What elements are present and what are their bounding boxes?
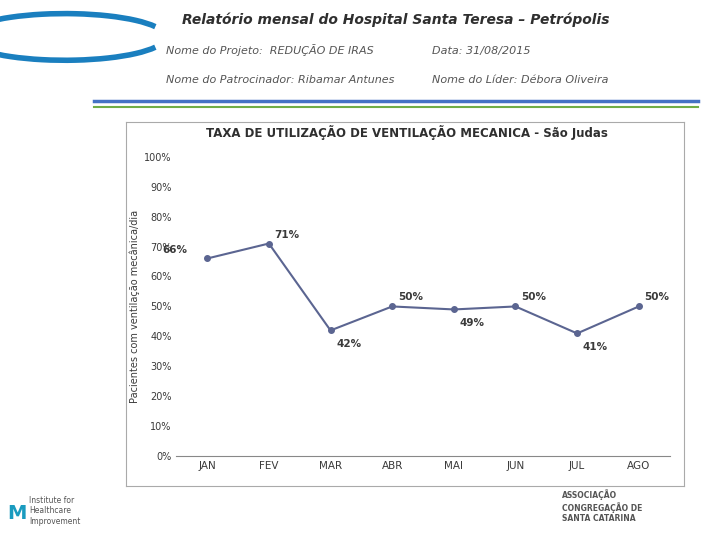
Text: Nome do Líder: Débora Oliveira: Nome do Líder: Débora Oliveira (432, 75, 608, 85)
Text: 50%: 50% (521, 292, 546, 301)
Text: Relatório mensal do Hospital Santa Teresa – Petrópolis: Relatório mensal do Hospital Santa Teres… (182, 12, 610, 26)
Y-axis label: Pacientes com ventilação mecânica/dia: Pacientes com ventilação mecânica/dia (130, 210, 140, 403)
Text: 71%: 71% (274, 230, 300, 240)
Text: M: M (7, 504, 27, 523)
Text: 42%: 42% (336, 339, 361, 349)
Text: 49%: 49% (459, 318, 485, 328)
Text: Institute for
Healthcare
Improvement: Institute for Healthcare Improvement (29, 496, 80, 526)
Text: 50%: 50% (644, 292, 670, 301)
Text: 50%: 50% (397, 292, 423, 301)
Text: Nome do Projeto:  REDUÇÃO DE IRAS: Nome do Projeto: REDUÇÃO DE IRAS (166, 45, 374, 57)
Text: TAXA DE UTILIZAÇÃO DE VENTILAÇÃO MECANICA - São Judas: TAXA DE UTILIZAÇÃO DE VENTILAÇÃO MECANIC… (206, 125, 608, 140)
Text: Nome do Patrocinador: Ribamar Antunes: Nome do Patrocinador: Ribamar Antunes (166, 75, 394, 85)
Text: Data: 31/08/2015: Data: 31/08/2015 (432, 45, 531, 56)
Text: 66%: 66% (163, 245, 188, 255)
Text: ASSOCIAÇÃO
CONGREGAÇÃO DE
SANTA CATARINA: ASSOCIAÇÃO CONGREGAÇÃO DE SANTA CATARINA (562, 489, 642, 523)
Text: 41%: 41% (582, 342, 608, 352)
